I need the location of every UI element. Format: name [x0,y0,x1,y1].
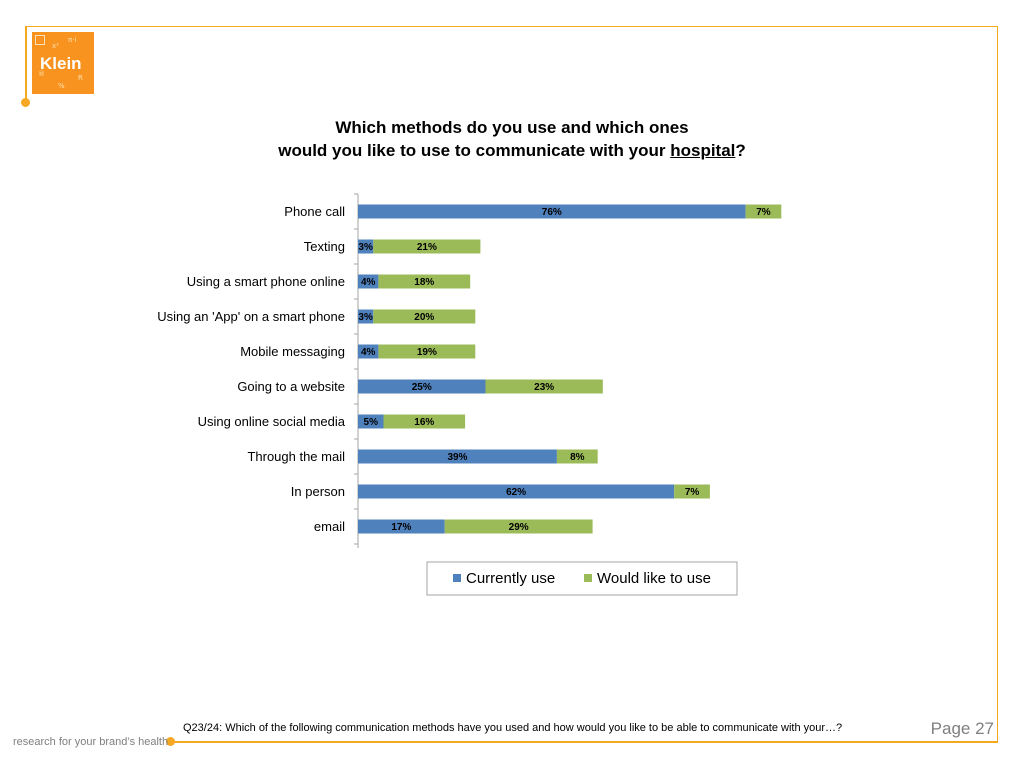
data-label: 23% [534,382,554,393]
logo-text: Klein [40,54,82,73]
bar-would-like [378,274,471,289]
data-label: 4% [361,347,376,358]
category-label: Texting [304,239,345,254]
logo-symbol-pct-icon: % [58,82,65,90]
data-label: 8% [570,452,585,463]
data-label: 3% [358,312,373,323]
bar-would-like [373,309,476,324]
bar-would-like [383,414,466,429]
data-label: 16% [414,417,434,428]
bar-currently-use [358,484,675,499]
frame-dot-bottom [166,737,175,746]
bar-currently-use [358,449,557,464]
bar-currently-use [358,519,445,534]
category-label: Using online social media [198,414,346,429]
data-label: 5% [364,417,379,428]
page-number: Page 27 [930,719,994,738]
legend-box [426,561,738,596]
title-line-1: Which methods do you use and which ones [335,118,689,137]
bar-would-like [674,484,710,499]
data-label: 18% [414,277,434,288]
logo-symbol-pi-icon: π·i [68,36,77,44]
data-label: 3% [358,242,373,253]
title-underlined-word: hospital [670,141,736,160]
category-label: Going to a website [237,379,345,394]
bar-would-like [745,204,782,219]
category-label: Phone call [284,204,345,219]
category-label: In person [291,484,345,499]
bar-currently-use [358,309,374,324]
category-label: email [314,519,345,534]
bar-currently-use [358,239,374,254]
frame-bottom-line [171,741,998,743]
question-footnote: Q23/24: Which of the following communica… [183,722,843,734]
title-line-2: would you like to use to communicate wit… [0,139,1024,162]
legend-label-would-like: Would like to use [597,570,711,587]
category-label: Through the mail [247,449,345,464]
frame-left-line [25,26,27,102]
bar-currently-use [358,204,746,219]
data-label: 4% [361,277,376,288]
data-label: 29% [509,522,529,533]
data-label: 25% [412,382,432,393]
bar-would-like [373,239,481,254]
bar-currently-use [358,414,384,429]
frame-dot-top [21,98,30,107]
bar-would-like [444,519,593,534]
legend-swatch-currently-use [453,574,461,582]
bar-currently-use [358,379,486,394]
data-label: 20% [414,312,434,323]
category-label: Using an 'App' on a smart phone [157,309,345,324]
title-line-2-text: would you like to use to communicate wit… [278,141,671,160]
category-label: Using a smart phone online [187,274,345,289]
legend-label-currently-use: Currently use [466,570,555,587]
data-label: 39% [447,452,467,463]
klein-logo: π·i x² ® R % Klein [32,32,94,94]
bar-currently-use [358,344,379,359]
chart-title: Which methods do you use and which ones … [0,116,1024,162]
tagline: research for your brand’s health [13,736,169,748]
bar-would-like [556,449,598,464]
bar-currently-use [358,274,379,289]
data-label: 19% [417,347,437,358]
data-label: 21% [417,242,437,253]
bar-would-like [378,344,476,359]
legend-swatch-would-like [584,574,592,582]
data-label: 62% [506,487,526,498]
data-label: 76% [542,207,562,218]
category-label: Mobile messaging [240,344,345,359]
logo-symbol-x2-icon: x² [52,42,59,50]
data-label: 7% [685,487,700,498]
logo-grid-icon [35,35,45,45]
data-label: 7% [756,207,771,218]
title-question-mark: ? [735,141,746,160]
logo-symbol-r-icon: R [78,74,83,82]
page-frame [25,26,998,742]
bar-would-like [485,379,603,394]
data-label: 17% [391,522,411,533]
logo-symbol-circle-icon: ® [38,70,45,78]
